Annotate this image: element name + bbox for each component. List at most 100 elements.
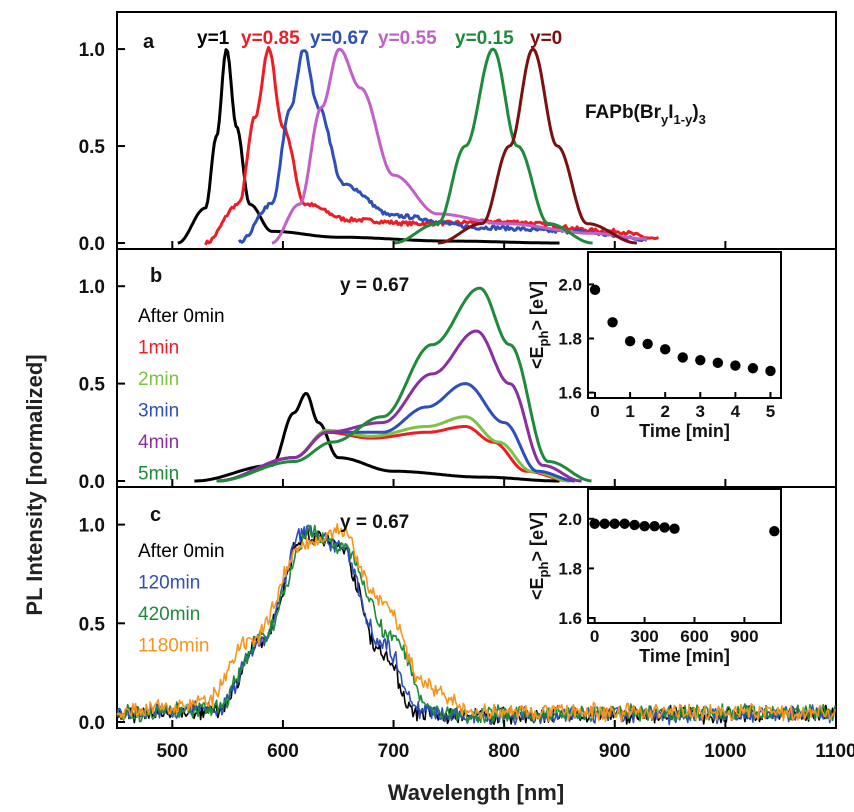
inset-x-tick-label: 2 <box>660 402 669 421</box>
inset-data-point <box>695 354 706 366</box>
formula-label: FAPb(BryI1-y)3 <box>585 102 706 127</box>
inset-data-point <box>712 357 724 369</box>
legend-entry: 5min <box>138 464 179 485</box>
panel-c: c y = 0.67 After 0min 120min 420min 1180min… <box>79 486 837 734</box>
inset-data-point <box>642 338 653 350</box>
inset-frame <box>587 251 782 399</box>
panel-b-letter: b <box>150 265 162 287</box>
inset-y-tick-label: 2.0 <box>558 275 582 294</box>
panel-b-inset: 1.6 1.8 2.0 0 1 2 3 4 5 Time [min] <Eph> [eV] <box>527 251 782 441</box>
panel-c-curves <box>116 523 836 726</box>
legend-entry: 1min <box>138 338 179 359</box>
y-tick-label: 1.0 <box>79 516 105 537</box>
panel-b-curves <box>194 286 592 483</box>
series-line <box>271 47 647 245</box>
panel-c-frame <box>116 486 837 729</box>
panel-a-letter: a <box>143 31 155 53</box>
inset-data-point <box>639 521 650 532</box>
inset-y-tick-label: 1.6 <box>558 384 582 403</box>
x-tick-label: 1100 <box>815 741 854 762</box>
inset-x-tick-label: 600 <box>680 627 708 646</box>
legend-entry: 420min <box>138 604 200 625</box>
inset-data-point <box>669 523 680 534</box>
y-axis-label: PL Intensity [normalized] <box>22 354 47 615</box>
y-tick-label: 1.0 <box>79 40 105 61</box>
inset-y-label: <Eph> [eV] <box>527 281 551 369</box>
y-tick-label: 1.0 <box>79 277 105 298</box>
legend-entry: y=0.67 <box>310 28 369 49</box>
y-tick-label: 0.0 <box>79 234 105 255</box>
legend-entry: 3min <box>138 401 179 422</box>
inset-x-tick-label: 300 <box>630 627 658 646</box>
series-line <box>204 45 659 246</box>
legend-entry: 2min <box>138 369 179 390</box>
inset-data-point <box>659 522 670 533</box>
inset-data-point <box>677 352 688 363</box>
panel-b-legend: After 0min 1min 2min 3min 4min 5min <box>138 306 225 485</box>
inset-data-point <box>765 365 776 377</box>
legend-entry: y=0 <box>530 28 562 49</box>
inset-y-tick-label: 1.8 <box>558 330 582 349</box>
inset-x-tick-label: 5 <box>766 402 775 421</box>
x-tick-label: 800 <box>488 741 520 762</box>
inset-x-tick-label: 900 <box>730 627 758 646</box>
series-line <box>238 49 648 244</box>
panel-a-curves <box>177 45 659 246</box>
x-axis-ticks: 500 600 700 800 900 1000 1100 <box>156 241 854 762</box>
inset-x-tick-label: 0 <box>590 402 599 421</box>
inset-frame <box>587 488 782 624</box>
legend-entry: y=0.55 <box>378 28 437 49</box>
panel-b-annotation: y = 0.67 <box>340 275 409 296</box>
legend-entry: y=1 <box>197 28 230 49</box>
legend-entry: 120min <box>138 573 200 594</box>
series-line <box>216 425 571 483</box>
legend-entry: After 0min <box>138 541 225 562</box>
legend-entry: After 0min <box>138 306 225 327</box>
panel-b-y-ticks: 0.0 0.5 1.0 <box>79 277 125 493</box>
panel-c-annotation: y = 0.67 <box>340 512 409 533</box>
inset-data-point <box>660 344 671 355</box>
series-line <box>216 329 582 483</box>
series-line <box>194 391 560 483</box>
inset-data-point <box>619 518 630 529</box>
series-line <box>116 523 836 723</box>
series-line <box>216 286 592 483</box>
legend-entry: y=0.85 <box>241 28 300 49</box>
inset-y-label: <Eph> [eV] <box>527 512 551 600</box>
inset-x-label: Time [min] <box>639 421 730 441</box>
panel-a: a y=1 y=0.85 y=0.67 y=0.55 y=0.15 y=0 FAPb(Br… <box>79 11 837 255</box>
inset-x-tick-label: 0 <box>590 627 599 646</box>
inset-y-tick-label: 1.8 <box>558 559 582 578</box>
inset-data-point <box>589 284 601 296</box>
inset-data-point <box>607 317 618 328</box>
x-axis-label: Wavelength [nm] <box>388 780 564 805</box>
series-line <box>393 47 593 245</box>
x-tick-label: 900 <box>599 741 631 762</box>
panel-c-letter: c <box>150 504 161 526</box>
legend-entry: 1180min <box>138 636 209 657</box>
y-tick-label: 0.5 <box>79 137 106 158</box>
inset-x-tick-label: 3 <box>696 402 705 421</box>
inset-data-point <box>609 518 620 529</box>
inset-data-point <box>649 521 660 532</box>
x-tick-label: 700 <box>378 741 410 762</box>
inset-data-point <box>730 360 741 371</box>
panel-a-legend: y=1 y=0.85 y=0.67 y=0.55 y=0.15 y=0 <box>197 28 562 49</box>
panel-c-legend: After 0min 120min 420min 1180min <box>138 541 225 657</box>
inset-data-point <box>589 518 600 529</box>
inset-x-label: Time [min] <box>639 646 730 666</box>
inset-x-tick-label: 1 <box>625 402 634 421</box>
legend-entry: y=0.15 <box>455 28 514 49</box>
inset-data-point <box>624 336 636 347</box>
x-tick-label: 500 <box>156 741 188 762</box>
inset-data-point <box>629 519 640 531</box>
legend-entry: 4min <box>138 432 179 453</box>
panel-c-y-ticks: 0.0 0.5 1.0 <box>79 516 125 734</box>
inset-y-tick-label: 1.6 <box>558 609 582 628</box>
x-tick-label: 1000 <box>704 741 746 762</box>
series-line <box>177 48 560 245</box>
inset-x-tick-label: 4 <box>731 402 741 421</box>
y-tick-label: 0.0 <box>79 713 105 734</box>
